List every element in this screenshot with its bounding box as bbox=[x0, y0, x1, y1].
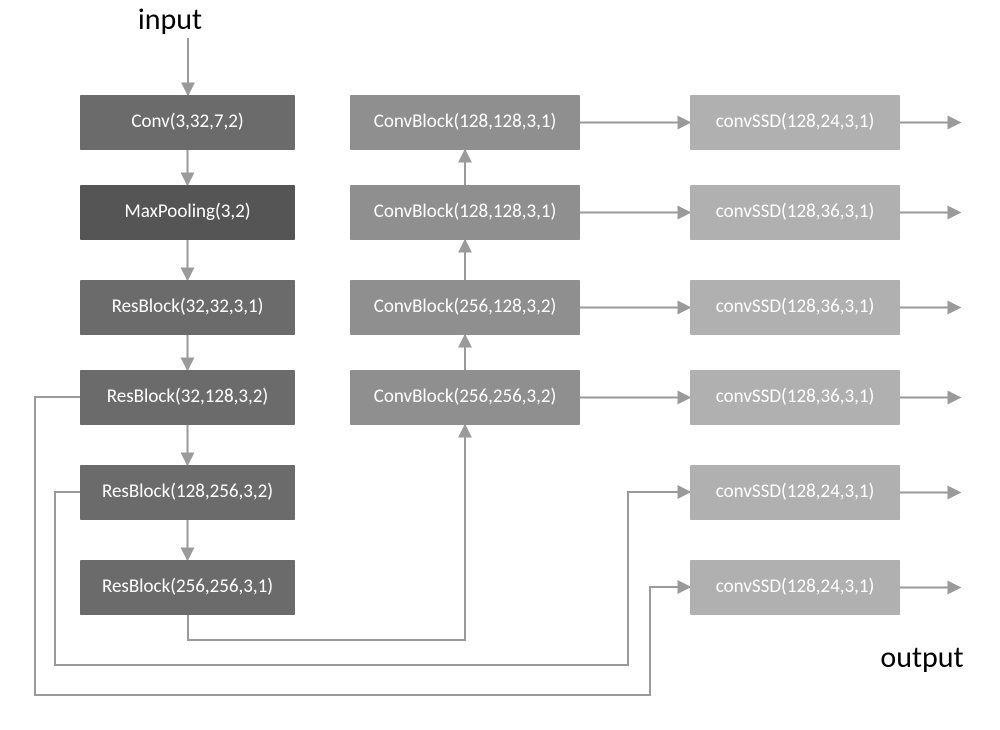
node-n21: ConvBlock(128,128,3,1) bbox=[350, 95, 580, 150]
node-n16: ResBlock(256,256,3,1) bbox=[80, 560, 295, 615]
node-label: ConvBlock(128,128,3,1) bbox=[374, 110, 557, 133]
node-label: ResBlock(32,128,3,2) bbox=[107, 385, 268, 408]
node-label: MaxPooling(3,2) bbox=[124, 200, 250, 223]
node-n35: convSSD(128,24,3,1) bbox=[690, 465, 900, 520]
node-label: ResBlock(32,32,3,1) bbox=[112, 295, 264, 318]
node-n12: MaxPooling(3,2) bbox=[80, 185, 295, 240]
node-label: convSSD(128,36,3,1) bbox=[716, 200, 874, 223]
node-n22: ConvBlock(128,128,3,1) bbox=[350, 185, 580, 240]
node-n34: convSSD(128,36,3,1) bbox=[690, 370, 900, 425]
node-label: ConvBlock(256,256,3,2) bbox=[374, 385, 557, 408]
node-n15: ResBlock(128,256,3,2) bbox=[80, 465, 295, 520]
input-label: input bbox=[138, 1, 202, 38]
node-n36: convSSD(128,24,3,1) bbox=[690, 560, 900, 615]
node-label: ResBlock(256,256,3,1) bbox=[102, 575, 273, 598]
node-n33: convSSD(128,36,3,1) bbox=[690, 280, 900, 335]
node-label: convSSD(128,24,3,1) bbox=[716, 110, 874, 133]
node-label: ConvBlock(128,128,3,1) bbox=[374, 200, 557, 223]
node-n14: ResBlock(32,128,3,2) bbox=[80, 370, 295, 425]
node-label: convSSD(128,36,3,1) bbox=[716, 295, 874, 318]
node-label: convSSD(128,24,3,1) bbox=[716, 575, 874, 598]
node-label: convSSD(128,24,3,1) bbox=[716, 480, 874, 503]
nodes-layer: Conv(3,32,7,2) MaxPooling(3,2) ResBlock(32… bbox=[80, 95, 900, 615]
node-label: ConvBlock(256,128,3,2) bbox=[374, 295, 557, 318]
node-n32: convSSD(128,36,3,1) bbox=[690, 185, 900, 240]
node-n11: Conv(3,32,7,2) bbox=[80, 95, 295, 150]
node-label: Conv(3,32,7,2) bbox=[131, 110, 243, 133]
node-label: ResBlock(128,256,3,2) bbox=[102, 480, 273, 503]
node-n24: ConvBlock(256,256,3,2) bbox=[350, 370, 580, 425]
node-n23: ConvBlock(256,128,3,2) bbox=[350, 280, 580, 335]
node-n13: ResBlock(32,32,3,1) bbox=[80, 280, 295, 335]
diagram-canvas: Conv(3,32,7,2) MaxPooling(3,2) ResBlock(32… bbox=[0, 0, 1000, 730]
output-label: output bbox=[880, 639, 963, 676]
edge bbox=[35, 397, 690, 695]
node-label: convSSD(128,36,3,1) bbox=[716, 385, 874, 408]
node-n31: convSSD(128,24,3,1) bbox=[690, 95, 900, 150]
